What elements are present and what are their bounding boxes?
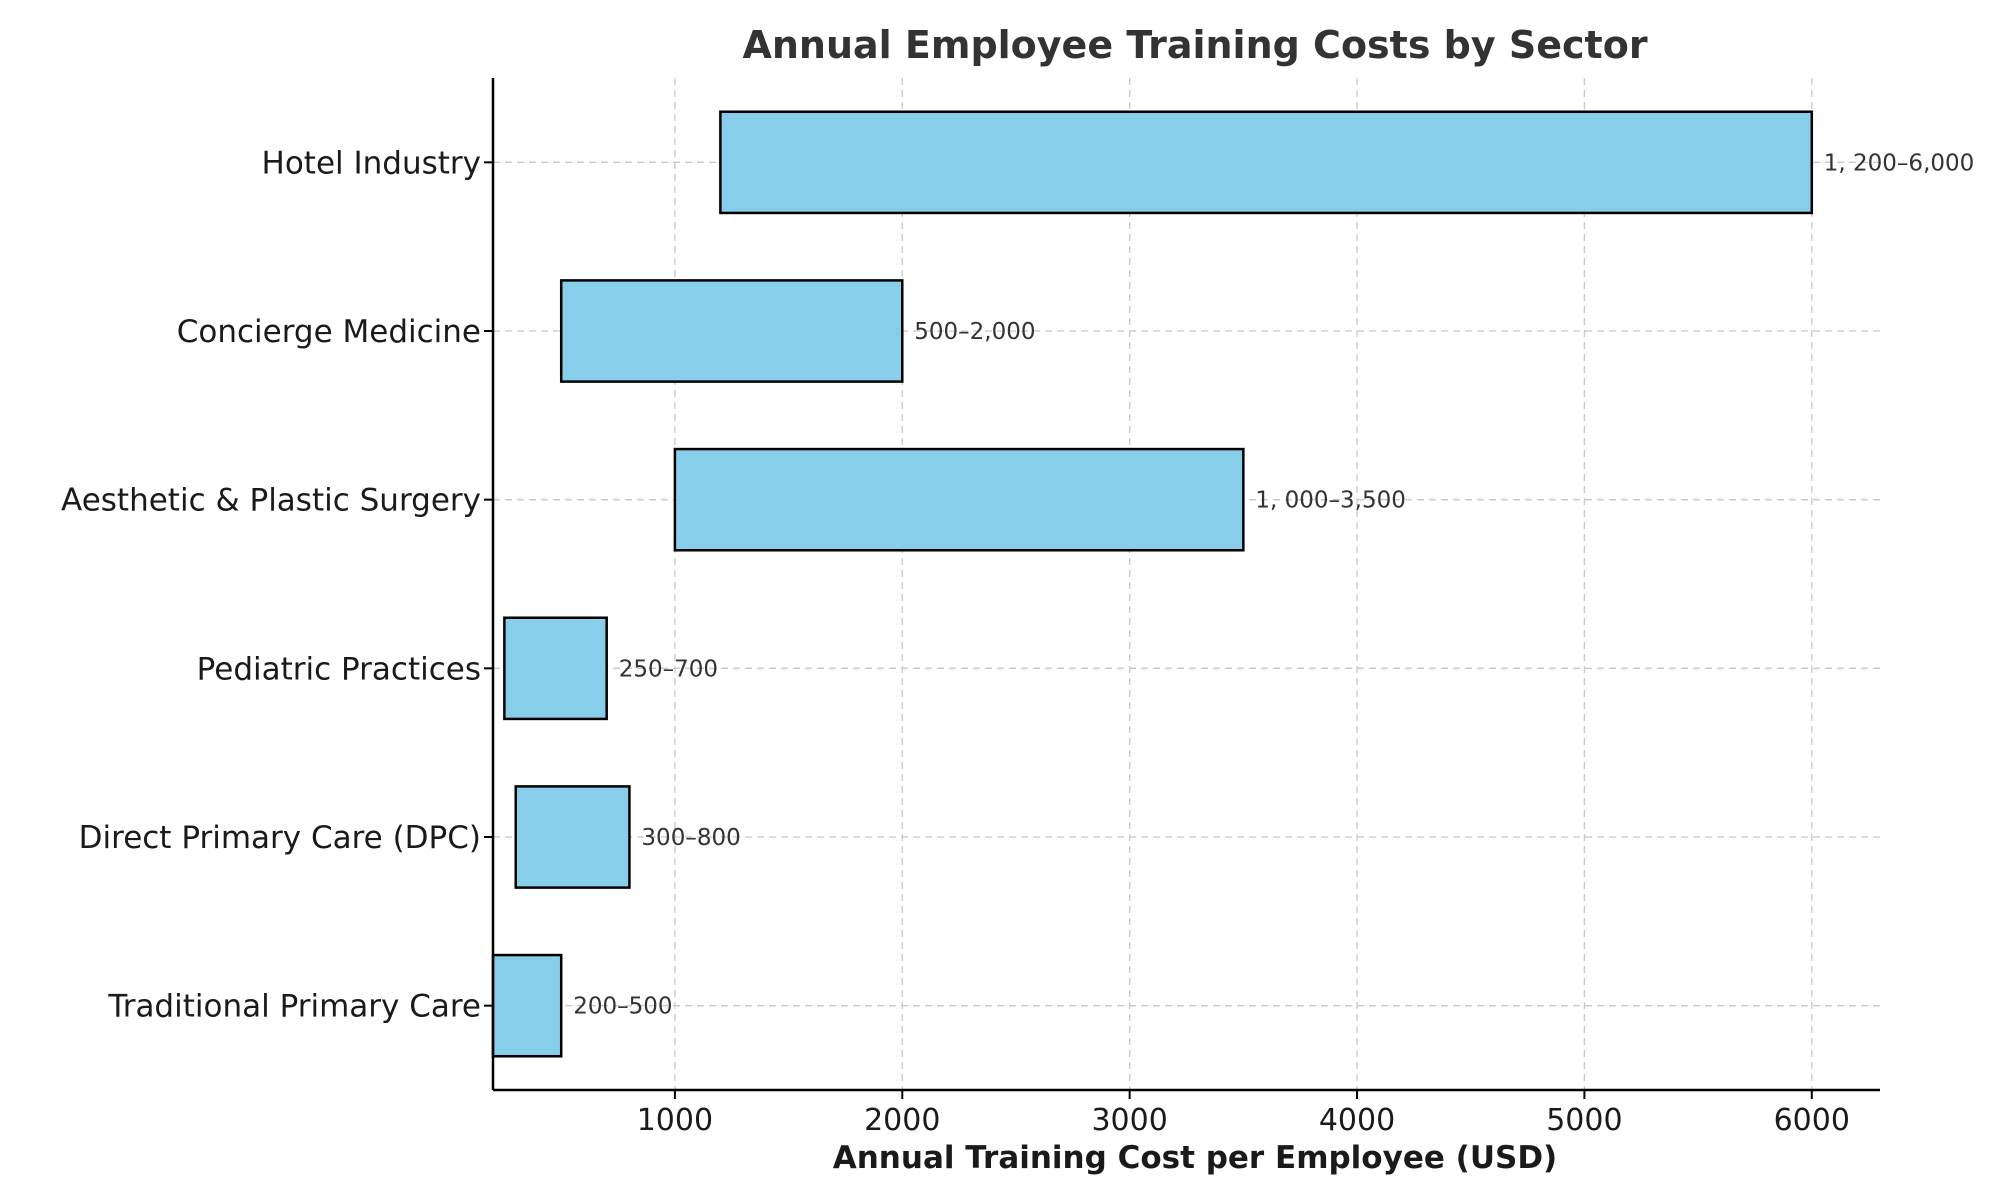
x-tick-label: 6000 <box>1774 1103 1850 1138</box>
data-label: 500–2,000 <box>914 319 1035 345</box>
data-label: 1, 000–3,500 <box>1255 488 1406 514</box>
bar <box>491 953 563 1058</box>
chart-title: Annual Employee Training Costs by Sector <box>742 23 1647 67</box>
x-tick-label: 4000 <box>1319 1103 1395 1138</box>
data-label: 1, 200–6,000 <box>1824 150 1975 176</box>
x-tick-label: 5000 <box>1546 1103 1622 1138</box>
bar <box>673 447 1245 552</box>
category-label: Pediatric Practices <box>197 651 481 687</box>
category-label: Hotel Industry <box>262 145 481 181</box>
category-label: Direct Primary Care (DPC) <box>79 820 481 856</box>
x-axis-label: Annual Training Cost per Employee (USD) <box>833 1140 1557 1176</box>
bars <box>491 110 1814 1058</box>
bar <box>719 110 1814 215</box>
category-label: Traditional Primary Care <box>107 989 481 1025</box>
category-label: Aesthetic & Plastic Surgery <box>61 483 481 519</box>
bar <box>559 279 904 383</box>
grid-lines <box>493 78 1880 1090</box>
axes <box>484 78 1880 1099</box>
bar <box>503 616 608 721</box>
data-label: 200–500 <box>573 994 672 1020</box>
bar <box>514 785 631 889</box>
category-label: Concierge Medicine <box>177 314 481 350</box>
x-tick-label: 3000 <box>1091 1103 1167 1138</box>
x-tick-label: 1000 <box>637 1103 713 1138</box>
data-label: 300–800 <box>641 825 740 851</box>
data-label: 250–700 <box>619 656 718 682</box>
labels: 1000 2000 3000 4000 5000 6000 Hotel Industry 1,… <box>61 145 1974 1138</box>
x-tick-label: 2000 <box>864 1103 940 1138</box>
